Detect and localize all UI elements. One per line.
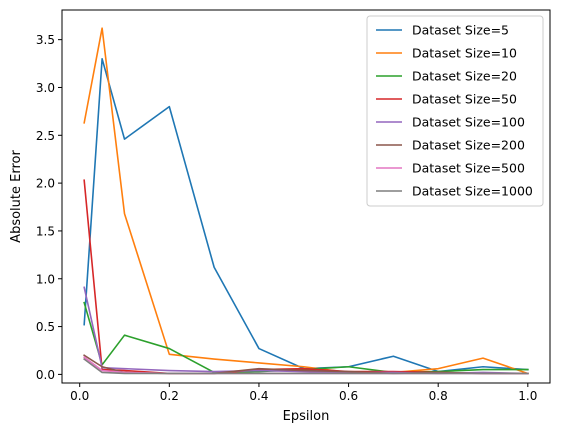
legend-label: Dataset Size=1000 [412, 184, 533, 199]
series-line-3 [83, 179, 529, 375]
series-line-1 [83, 27, 529, 375]
x-tick-label: 0.8 [429, 389, 448, 403]
y-tick-label: 3.5 [36, 33, 55, 47]
legend-label: Dataset Size=200 [412, 138, 525, 153]
y-tick-label: 0.5 [36, 320, 55, 334]
series-line-2 [83, 301, 529, 374]
legend-label: Dataset Size=10 [412, 46, 517, 61]
y-tick-label: 1.0 [36, 272, 55, 286]
y-tick-label: 1.5 [36, 224, 55, 238]
series-line-4 [83, 286, 529, 375]
y-axis-ticks: 0.0 0.5 1.0 1.5 2.0 2.5 3.0 3.5 [36, 33, 62, 382]
x-tick-label: 1.0 [518, 389, 537, 403]
legend-label: Dataset Size=100 [412, 115, 525, 130]
x-tick-label: 0.2 [160, 389, 179, 403]
legend: Dataset Size=5 Dataset Size=10 Dataset Siz… [366, 15, 544, 207]
x-axis-label: Epsilon [283, 409, 330, 424]
legend-box [366, 15, 544, 207]
x-tick-label: 0.0 [70, 389, 89, 403]
plot-lines [83, 27, 529, 375]
y-tick-label: 2.5 [36, 129, 55, 143]
legend-label: Dataset Size=500 [412, 161, 525, 176]
x-axis-ticks: 0.0 0.2 0.4 0.6 0.8 1.0 [70, 383, 537, 403]
y-tick-label: 2.0 [36, 177, 55, 191]
legend-label: Dataset Size=50 [412, 92, 517, 107]
series-line-7 [83, 357, 529, 375]
y-axis-label: Absolute Error [9, 150, 24, 243]
legend-label: Dataset Size=20 [412, 69, 517, 84]
y-tick-label: 0.0 [36, 368, 55, 382]
legend-label: Dataset Size=5 [412, 23, 509, 38]
x-tick-label: 0.4 [249, 389, 268, 403]
y-tick-label: 3.0 [36, 81, 55, 95]
plot-frame [61, 9, 551, 384]
x-tick-label: 0.6 [339, 389, 358, 403]
